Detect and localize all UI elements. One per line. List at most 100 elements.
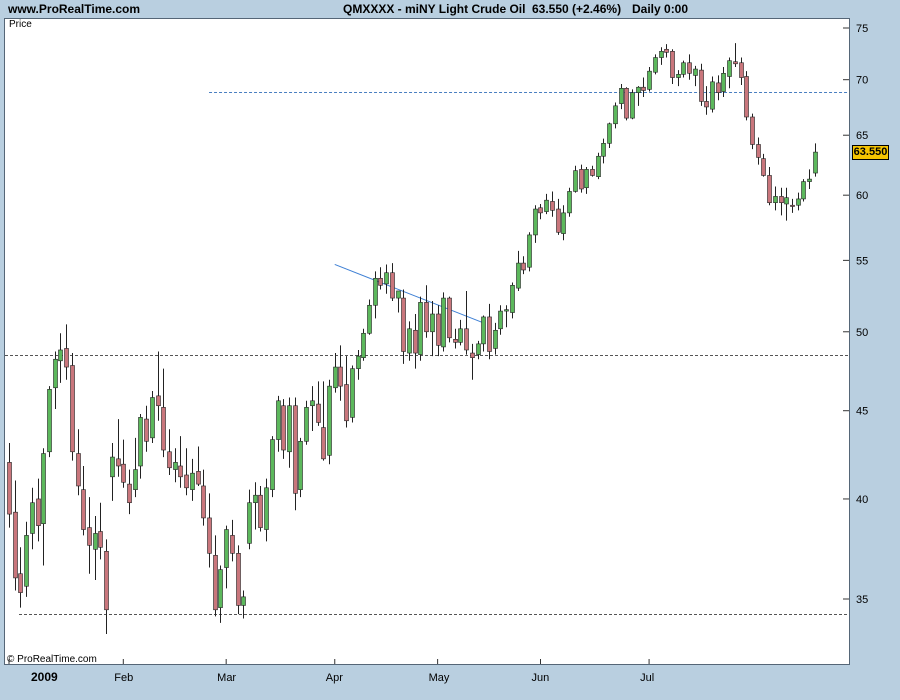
candle-down <box>756 144 761 158</box>
candle-down <box>161 407 166 451</box>
x-tick-label: Feb <box>114 672 133 684</box>
candle-up <box>721 72 726 92</box>
x-tick-label: Mar <box>217 672 236 684</box>
candle-up <box>264 487 269 530</box>
candle-down <box>184 474 189 489</box>
candle-down <box>116 458 121 467</box>
header-bar: www.ProRealTime.com QMXXXX - miNY Light … <box>0 0 900 18</box>
candle-up <box>224 529 229 568</box>
candle-up <box>58 349 63 362</box>
x-tick-label: 2009 <box>31 670 58 684</box>
candle-up <box>367 304 372 334</box>
candle-down <box>699 69 704 102</box>
candle-down <box>230 535 235 554</box>
candle-up <box>24 535 29 587</box>
candle-down <box>316 403 321 423</box>
candle-down <box>156 395 161 407</box>
candle-up <box>407 328 412 354</box>
period-label: Daily 0:00 <box>632 2 689 16</box>
candle-up <box>287 405 292 453</box>
candle-up <box>441 297 446 348</box>
candle-down <box>344 384 349 422</box>
candle-up <box>47 389 52 453</box>
candle-down <box>178 465 183 478</box>
candle-down <box>790 204 795 207</box>
candle-up <box>270 439 275 490</box>
candle-down <box>521 262 526 271</box>
candle-up <box>218 569 223 608</box>
candle-up <box>481 316 486 345</box>
candle-down <box>76 453 81 487</box>
candle-down <box>733 61 738 65</box>
candle-up <box>498 310 503 330</box>
candle-down <box>167 451 172 469</box>
candle-up <box>241 596 246 606</box>
candle-down <box>538 207 543 214</box>
candle-up <box>373 277 378 306</box>
candle-up <box>247 502 252 544</box>
candle-down <box>590 169 595 176</box>
last-price-badge: 63.550 <box>852 145 889 161</box>
candle-down <box>716 82 721 93</box>
candle-down <box>258 494 263 528</box>
candle-down <box>453 339 458 343</box>
candle-up <box>133 469 138 490</box>
candle-down <box>579 169 584 190</box>
candle-up <box>584 169 589 189</box>
candle-up <box>493 329 498 349</box>
candle-down <box>470 352 475 358</box>
candle-up <box>527 234 532 268</box>
candle-down <box>293 405 298 494</box>
site-title[interactable]: www.ProRealTime.com <box>8 2 141 16</box>
candle-down <box>196 471 201 485</box>
candle-up <box>516 262 521 289</box>
candle-up <box>173 462 178 470</box>
y-tick-label: 60 <box>856 190 868 202</box>
candle-down <box>550 201 555 211</box>
candle-down <box>201 485 206 519</box>
candle-down <box>447 297 452 339</box>
candle-up <box>510 284 515 313</box>
candle-up <box>653 57 658 73</box>
candle-down <box>767 175 772 204</box>
candle-down <box>704 101 709 108</box>
candle-up <box>596 155 601 177</box>
candle-down <box>739 62 744 78</box>
y-tick-label: 50 <box>856 327 868 339</box>
y-tick-label: 70 <box>856 75 868 87</box>
candle-down <box>464 328 469 351</box>
x-tick-label: Jul <box>640 672 654 684</box>
candle-up <box>601 143 606 157</box>
candle-down <box>624 88 629 119</box>
chart-panel[interactable] <box>4 18 850 665</box>
candle-up <box>190 472 195 490</box>
y-tick-label: 45 <box>856 406 868 418</box>
candle-down <box>556 208 561 233</box>
candle-down <box>236 553 241 606</box>
candle-up <box>30 502 35 534</box>
candle-down <box>424 302 429 333</box>
candle-down <box>81 489 86 530</box>
candle-up <box>647 70 652 90</box>
candle-up <box>396 290 401 299</box>
candle-up <box>333 366 338 389</box>
candle-up <box>150 397 155 439</box>
candle-up <box>276 400 281 440</box>
candle-up <box>630 92 635 119</box>
candle-up <box>693 68 698 76</box>
candle-up <box>613 105 618 125</box>
x-tick-label: Apr <box>326 672 343 684</box>
candle-up <box>676 74 681 78</box>
candle-down <box>670 51 675 78</box>
x-tick-label: May <box>429 672 450 684</box>
candle-down <box>127 483 132 504</box>
candle-up <box>727 60 732 77</box>
candle-down <box>104 551 109 611</box>
candle-down <box>36 498 41 526</box>
candle-up <box>476 343 481 355</box>
candle-down <box>64 348 69 368</box>
trendline <box>334 264 484 324</box>
candle-up <box>53 358 58 389</box>
price-axis-title: Price <box>9 19 32 30</box>
